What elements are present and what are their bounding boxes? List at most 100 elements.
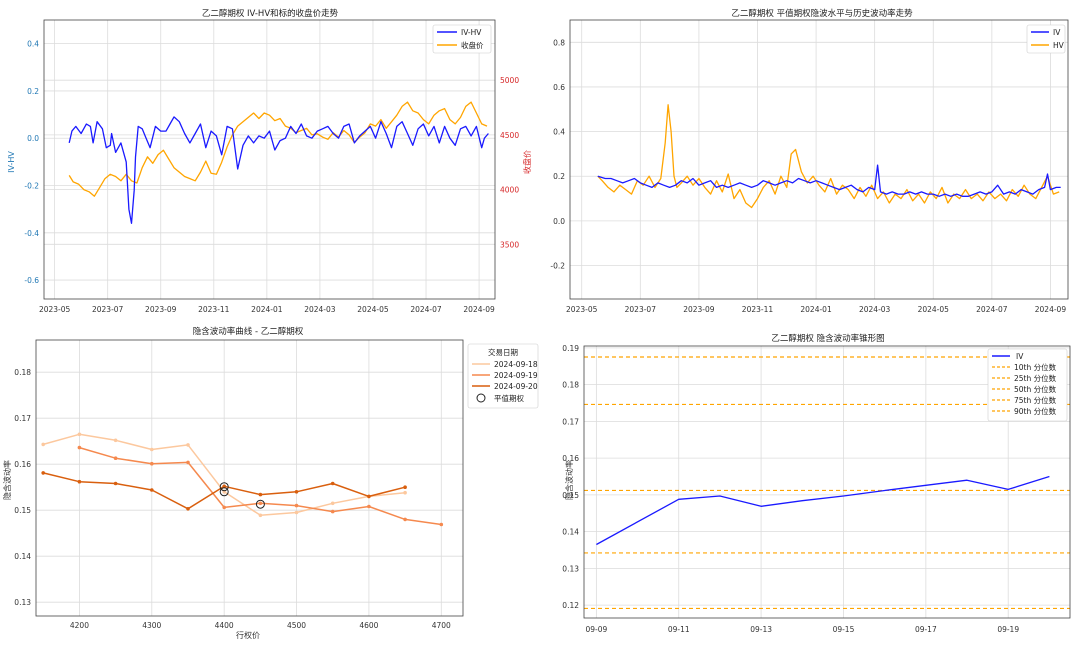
atm-option-marker (255, 499, 265, 509)
series-iv (597, 164, 1061, 197)
chart4-y-tick: 0.19 (562, 344, 579, 353)
chart-iv-smile: 隐含波动率曲线 - 乙二醇期权 行权价 隐含波动率 4200 4300 4400 45… (2, 326, 539, 640)
smile-point (186, 460, 190, 465)
chart3-frame (35, 339, 464, 617)
chart3-legend: 交易日期 2024-09-18 2024-09-19 2024-09-20 平值… (467, 343, 539, 409)
smile-point (258, 513, 263, 518)
smile-point (258, 492, 263, 497)
chart1-x-tick: 2023-11 (198, 305, 230, 314)
chart2-x-tick: 2023-05 (566, 305, 598, 314)
chart2-x-tick: 2023-07 (625, 305, 657, 314)
chart2-title: 乙二醇期权 平值期权隐波水平与历史波动率走势 (731, 8, 913, 19)
smile-point (367, 504, 371, 509)
chart2-y-tick: 0.6 (553, 83, 565, 92)
legend-label-p10: 10th 分位数 (1014, 362, 1057, 372)
legend-label-iv-hv: IV-HV (461, 28, 482, 37)
legend-label-cone-iv: IV (1016, 352, 1024, 361)
chart3-ylabel: 隐含波动率 (2, 460, 12, 500)
smile-point (330, 501, 335, 506)
legend-title-trade-date: 交易日期 (488, 347, 518, 357)
chart1-x-tick: 2024-07 (410, 305, 442, 314)
chart3-x-tick: 4700 (432, 621, 451, 630)
legend-label-close: 收盘价 (461, 40, 484, 50)
smile-point (113, 438, 118, 443)
smile-point (150, 447, 154, 452)
chart4-x-tick: 09-13 (750, 625, 772, 634)
chart2-x-tick: 2023-09 (683, 305, 715, 314)
chart3-y-tick: 0.13 (14, 598, 31, 607)
chart2-y-tick: 0.8 (553, 38, 565, 47)
chart4-y-tick: 0.13 (562, 564, 579, 573)
chart4-y-tick: 0.15 (562, 491, 579, 500)
smile-point (77, 445, 82, 450)
legend-label-p90: 90th 分位数 (1014, 406, 1057, 416)
legend-label-p75: 75th 分位数 (1014, 395, 1057, 405)
smile-point (41, 471, 45, 475)
legend-label-0920: 2024-09-20 (494, 382, 538, 391)
chart1-x-tick: 2024-05 (357, 305, 389, 314)
chart4-y-tick: 0.12 (562, 601, 579, 610)
smile-point (330, 481, 335, 486)
smile-point (367, 494, 371, 499)
chart-iv-hv-close: 乙二醇期权 IV-HV和标的收盘价走势 IV-HV 收盘价 2023-05 202… (7, 8, 532, 314)
smile-point (258, 501, 263, 506)
chart2-frame (569, 19, 1069, 300)
chart3-title: 隐含波动率曲线 - 乙二醇期权 (193, 326, 304, 337)
chart2-x-tick: 2024-05 (918, 305, 950, 314)
smile-point (222, 505, 226, 510)
chart1-y-tick: 0.4 (27, 40, 39, 49)
chart3-x-tick: 4300 (142, 621, 161, 630)
legend-label-iv: IV (1053, 28, 1061, 37)
chart1-x-tick: 2024-01 (251, 305, 283, 314)
smile-point (41, 442, 45, 447)
chart1-ylabel: IV-HV (7, 151, 16, 173)
chart1-x-tick: 2023-05 (39, 305, 71, 314)
smile-point (186, 507, 190, 511)
chart4-y-tick: 0.18 (562, 381, 579, 390)
chart3-y-tick: 0.17 (14, 414, 31, 423)
chart2-x-tick: 2023-11 (742, 305, 774, 314)
smile-point (150, 461, 154, 466)
legend-atm-marker (476, 393, 486, 403)
legend-label-p25: 25th 分位数 (1014, 373, 1057, 383)
chart3-x-tick: 4500 (287, 621, 306, 630)
chart1-frame (43, 19, 496, 300)
smile-point (330, 509, 335, 514)
chart1-x-tick: 2023-07 (92, 305, 124, 314)
chart1-y-tick: -0.2 (24, 182, 39, 191)
chart1-y-tick: 0.2 (27, 87, 39, 96)
chart2-legend: IV HV (1026, 24, 1066, 54)
chart3-y-tick: 0.18 (14, 368, 31, 377)
chart1-y-tick: 0.0 (27, 134, 39, 143)
chart1-title: 乙二醇期权 IV-HV和标的收盘价走势 (202, 8, 339, 19)
chart2-y-tick: 0.2 (553, 172, 565, 181)
chart4-legend: IV 10th 分位数 25th 分位数 50th 分位数 75th 分位数 9… (987, 348, 1068, 422)
chart2-x-tick: 2024-09 (1035, 305, 1067, 314)
chart4-y-tick: 0.16 (562, 454, 579, 463)
smile-point (403, 517, 407, 522)
smile-point (294, 510, 299, 515)
chart4-x-tick: 09-17 (915, 625, 937, 634)
chart3-x-tick: 4600 (359, 621, 378, 630)
chart3-x-tick: 4400 (215, 621, 234, 630)
legend-label-0918: 2024-09-18 (494, 360, 538, 369)
smile-point (113, 456, 118, 461)
atm-option-marker (219, 482, 229, 492)
atm-option-marker (219, 487, 229, 497)
chart1-y-tick: -0.6 (24, 276, 39, 285)
chart1-x-tick: 2024-03 (304, 305, 336, 314)
chart3-x-tick: 4200 (70, 621, 89, 630)
series-cone-iv (596, 475, 1050, 546)
chart4-ylabel: 隐含波动率 (564, 460, 574, 500)
chart4-x-tick: 09-11 (668, 625, 690, 634)
chart2-y-tick: 0.0 (553, 217, 565, 226)
chart1-y-tick-right: 4500 (500, 131, 519, 140)
series-close-price (68, 101, 488, 197)
chart4-frame (583, 345, 1071, 619)
smile-point (113, 481, 118, 486)
chart4-x-tick: 09-09 (585, 625, 607, 634)
chart4-y-tick: 0.17 (562, 417, 579, 426)
smile-point (403, 485, 407, 490)
chart2-y-tick: -0.2 (550, 262, 565, 271)
